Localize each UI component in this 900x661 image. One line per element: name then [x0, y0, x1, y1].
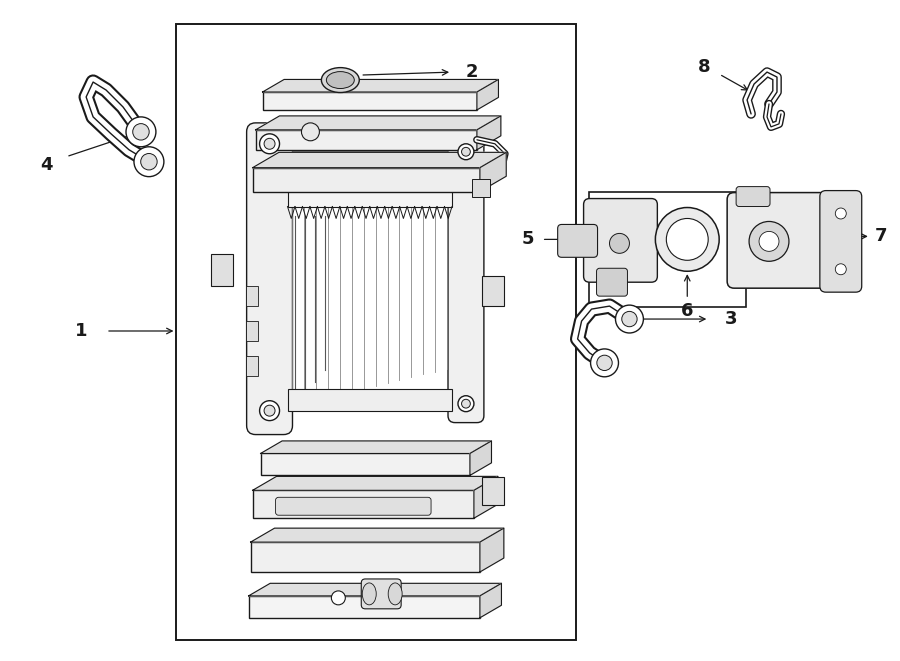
Polygon shape — [256, 116, 500, 130]
Bar — [246, 356, 257, 376]
Polygon shape — [263, 79, 499, 92]
Circle shape — [126, 117, 156, 147]
Bar — [287, 152, 452, 410]
Bar — [256, 130, 477, 150]
Bar — [253, 168, 480, 192]
FancyBboxPatch shape — [361, 579, 401, 609]
Circle shape — [655, 208, 719, 271]
Circle shape — [749, 221, 789, 261]
Ellipse shape — [321, 67, 359, 93]
Text: 3: 3 — [724, 310, 737, 328]
Circle shape — [835, 264, 846, 275]
Polygon shape — [477, 116, 500, 150]
Polygon shape — [470, 441, 491, 475]
FancyBboxPatch shape — [736, 186, 770, 206]
Polygon shape — [248, 584, 501, 596]
Circle shape — [259, 134, 280, 154]
Polygon shape — [480, 152, 506, 192]
Circle shape — [331, 591, 346, 605]
Circle shape — [622, 311, 637, 327]
Bar — [261, 453, 470, 475]
Circle shape — [132, 124, 149, 140]
FancyBboxPatch shape — [583, 198, 657, 282]
Bar — [246, 286, 257, 306]
FancyBboxPatch shape — [597, 268, 627, 296]
Circle shape — [259, 401, 280, 420]
Ellipse shape — [363, 583, 376, 605]
Circle shape — [609, 233, 629, 253]
Bar — [472, 178, 490, 196]
Text: 6: 6 — [681, 302, 694, 320]
FancyBboxPatch shape — [448, 135, 484, 422]
Bar — [287, 389, 452, 410]
Text: 8: 8 — [698, 58, 710, 76]
Circle shape — [462, 399, 471, 408]
Circle shape — [666, 219, 708, 260]
Circle shape — [759, 231, 779, 251]
Polygon shape — [261, 441, 491, 453]
Circle shape — [616, 305, 644, 333]
Bar — [211, 254, 233, 286]
Bar — [482, 477, 504, 505]
Bar — [176, 24, 576, 640]
Bar — [250, 542, 480, 572]
Bar — [590, 192, 746, 307]
Polygon shape — [474, 477, 498, 518]
FancyBboxPatch shape — [558, 225, 598, 257]
Text: 1: 1 — [75, 322, 87, 340]
Circle shape — [140, 153, 158, 170]
Bar — [248, 596, 480, 618]
Circle shape — [835, 208, 846, 219]
Circle shape — [590, 349, 618, 377]
Bar — [246, 321, 257, 341]
Circle shape — [597, 355, 612, 371]
Polygon shape — [253, 152, 506, 168]
Text: 4: 4 — [40, 156, 52, 174]
Polygon shape — [253, 477, 498, 490]
FancyBboxPatch shape — [275, 497, 431, 515]
Circle shape — [462, 147, 471, 156]
Circle shape — [264, 405, 275, 416]
Polygon shape — [480, 584, 501, 618]
Bar — [482, 276, 504, 306]
Bar — [253, 490, 474, 518]
Text: 7: 7 — [875, 227, 886, 245]
Polygon shape — [477, 79, 499, 110]
Circle shape — [302, 123, 319, 141]
FancyBboxPatch shape — [820, 190, 861, 292]
Ellipse shape — [327, 71, 355, 89]
FancyBboxPatch shape — [247, 123, 292, 434]
FancyBboxPatch shape — [727, 192, 846, 288]
Polygon shape — [250, 528, 504, 542]
Circle shape — [134, 147, 164, 176]
Bar — [263, 92, 477, 110]
Bar — [287, 157, 452, 206]
Circle shape — [458, 144, 474, 160]
Circle shape — [458, 396, 474, 412]
Circle shape — [264, 138, 275, 149]
Text: 2: 2 — [465, 63, 478, 81]
Ellipse shape — [388, 583, 402, 605]
Polygon shape — [480, 528, 504, 572]
Text: 5: 5 — [521, 231, 534, 249]
